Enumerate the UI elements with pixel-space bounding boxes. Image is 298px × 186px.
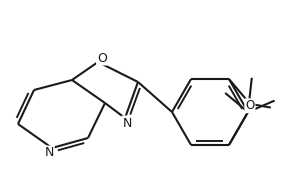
Text: N: N xyxy=(122,116,132,129)
Text: O: O xyxy=(245,99,254,112)
Text: O: O xyxy=(97,52,107,65)
Text: N: N xyxy=(44,147,54,160)
